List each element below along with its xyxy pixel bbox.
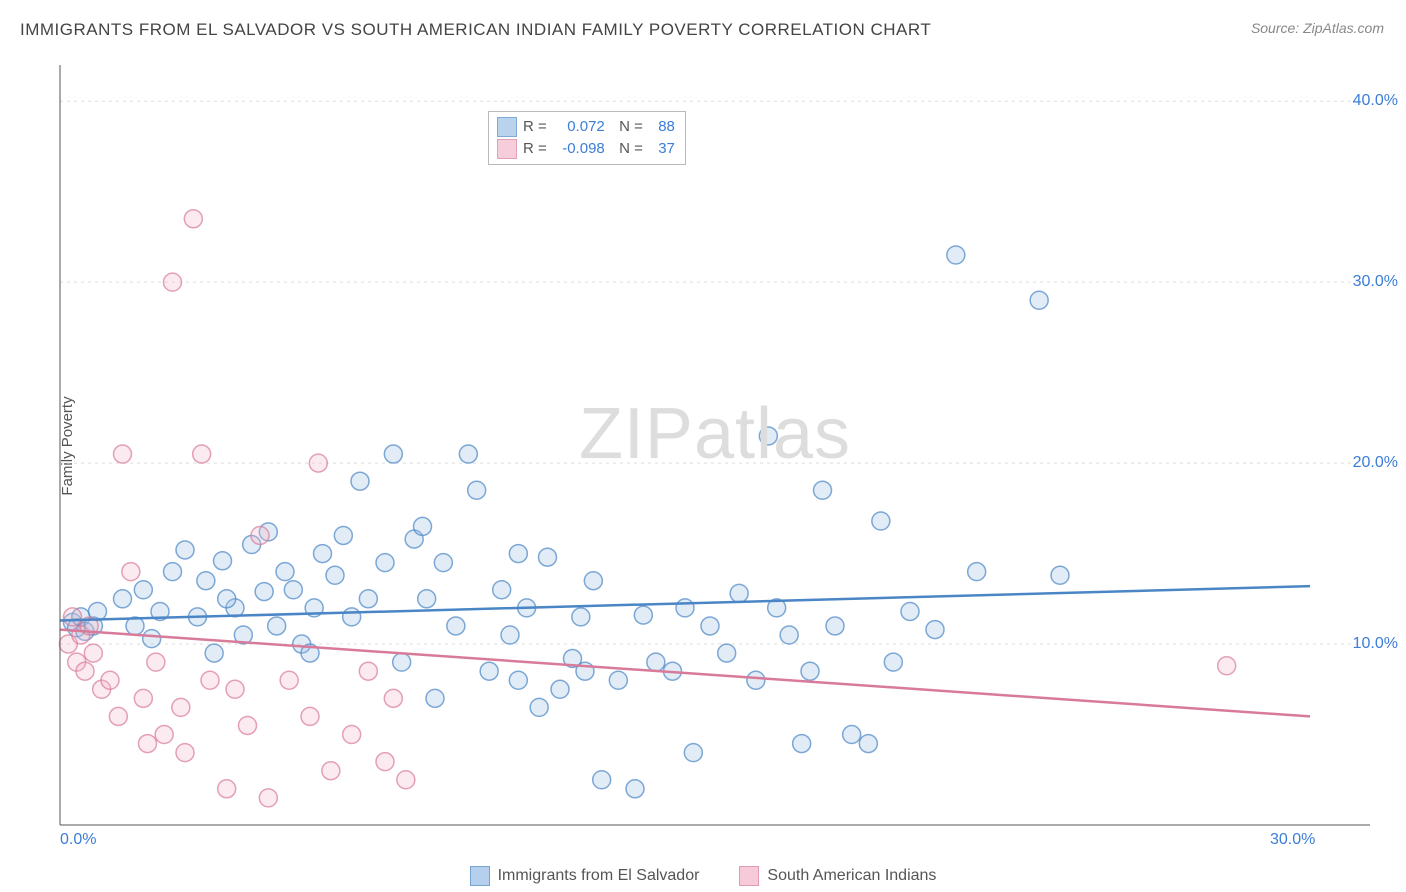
stat-r-value: 0.072 [553, 116, 605, 138]
series-legend: Immigrants from El Salvador South America… [0, 866, 1406, 886]
stat-n-value: 37 [649, 138, 675, 160]
x-tick-label: 0.0% [60, 831, 96, 849]
stats-legend: R = 0.072 N = 88R = -0.098 N = 37 [488, 111, 686, 165]
x-tick-label: 30.0% [1270, 831, 1315, 849]
legend-item: Immigrants from El Salvador [470, 866, 700, 886]
legend-item: South American Indians [739, 866, 936, 886]
legend-swatch [470, 866, 490, 886]
legend-label: South American Indians [767, 867, 936, 885]
stat-r-label: R = [523, 138, 547, 160]
legend-swatch [739, 866, 759, 886]
y-tick-label: 30.0% [1353, 273, 1398, 291]
stat-n-label: N = [611, 116, 643, 138]
chart-container: ZIPatlas R = 0.072 N = 88R = -0.098 N = … [50, 55, 1380, 845]
source-attribution: Source: ZipAtlas.com [1251, 20, 1384, 36]
stats-legend-row: R = 0.072 N = 88 [497, 116, 675, 138]
y-tick-label: 10.0% [1353, 635, 1398, 653]
stat-n-value: 88 [649, 116, 675, 138]
stat-n-label: N = [611, 138, 643, 160]
y-tick-label: 20.0% [1353, 454, 1398, 472]
legend-swatch [497, 117, 517, 137]
chart-title: IMMIGRANTS FROM EL SALVADOR VS SOUTH AME… [20, 20, 931, 40]
y-tick-label: 40.0% [1353, 92, 1398, 110]
legend-swatch [497, 139, 517, 159]
stat-r-label: R = [523, 116, 547, 138]
stat-r-value: -0.098 [553, 138, 605, 160]
legend-label: Immigrants from El Salvador [498, 867, 700, 885]
scatter-chart [50, 55, 1380, 845]
stats-legend-row: R = -0.098 N = 37 [497, 138, 675, 160]
